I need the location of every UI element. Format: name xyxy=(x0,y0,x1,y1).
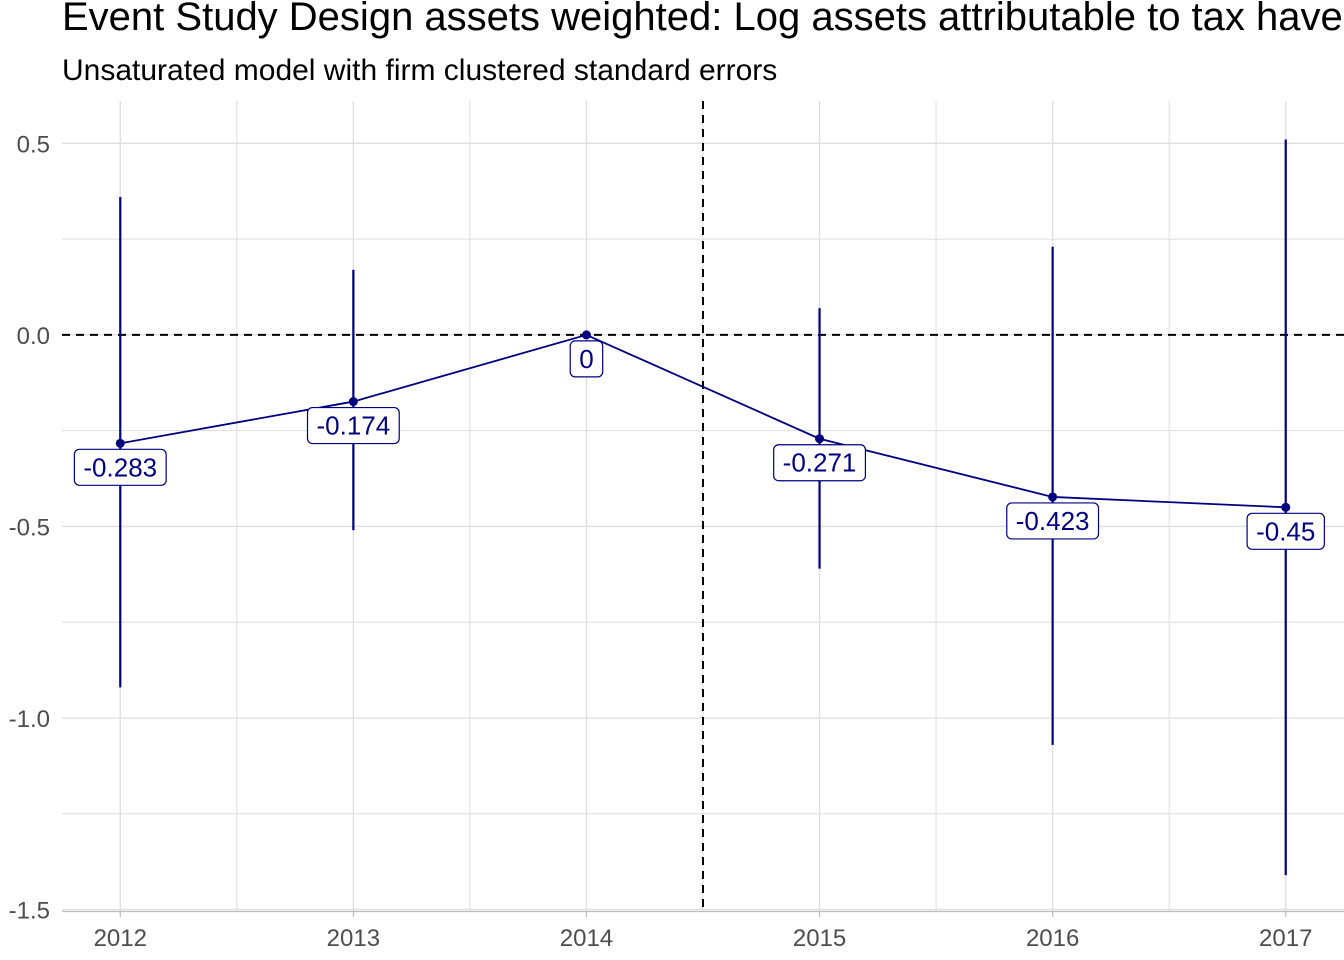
data-label-text: 0 xyxy=(579,344,593,374)
data-label-box xyxy=(773,444,867,482)
estimate-point xyxy=(1281,502,1291,512)
estimate-point xyxy=(115,438,125,448)
data-label: -0.283 xyxy=(73,448,167,486)
y-tick-label: 0.5 xyxy=(17,131,50,158)
x-tick-label: 2012 xyxy=(94,925,147,952)
y-tick-label: -1.0 xyxy=(9,706,50,733)
data-label: -0.423 xyxy=(1006,502,1100,540)
data-label-layer: -0.283 -0.174 0 -0.271 -0.423 -0.45 xyxy=(73,340,1325,550)
chart-subtitle: Unsaturated model with firm clustered st… xyxy=(62,54,777,87)
y-tick-label: 0.0 xyxy=(17,323,50,350)
data-label-box xyxy=(73,448,167,486)
data-label-text: -0.283 xyxy=(83,452,157,482)
estimate-point xyxy=(1048,492,1058,502)
data-label-text: -0.174 xyxy=(316,411,390,441)
y-tick-label: -1.5 xyxy=(9,898,50,925)
data-label-text: -0.45 xyxy=(1256,516,1315,546)
data-label-box xyxy=(1246,512,1325,550)
x-tick-label: 2016 xyxy=(1026,925,1079,952)
data-label: -0.174 xyxy=(306,406,400,445)
reference-lines xyxy=(62,101,1344,912)
x-tick-label: 2013 xyxy=(327,925,380,952)
data-label-box xyxy=(306,406,400,445)
x-tick-label: 2015 xyxy=(793,925,846,952)
data-label: -0.45 xyxy=(1246,512,1325,550)
chart-title: Event Study Design assets weighted: Log … xyxy=(62,0,1344,39)
data-label: -0.271 xyxy=(773,444,867,482)
data-label-text: -0.271 xyxy=(783,448,857,478)
data-label: 0 xyxy=(569,340,604,378)
data-label-box xyxy=(569,340,604,378)
data-label-text: -0.423 xyxy=(1016,506,1090,536)
estimate-point xyxy=(581,330,591,340)
estimate-point xyxy=(348,397,358,407)
estimate-point xyxy=(815,434,825,444)
y-tick-label: -0.5 xyxy=(9,514,50,541)
x-tick-label: 2014 xyxy=(560,925,613,952)
data-label-box xyxy=(1006,502,1100,540)
x-tick-label: 2017 xyxy=(1259,925,1312,952)
axis-layer: 0.5 0.0 -0.5 -1.0 -1.5 2012 2013 2014 2015 2016 20… xyxy=(9,131,1344,952)
